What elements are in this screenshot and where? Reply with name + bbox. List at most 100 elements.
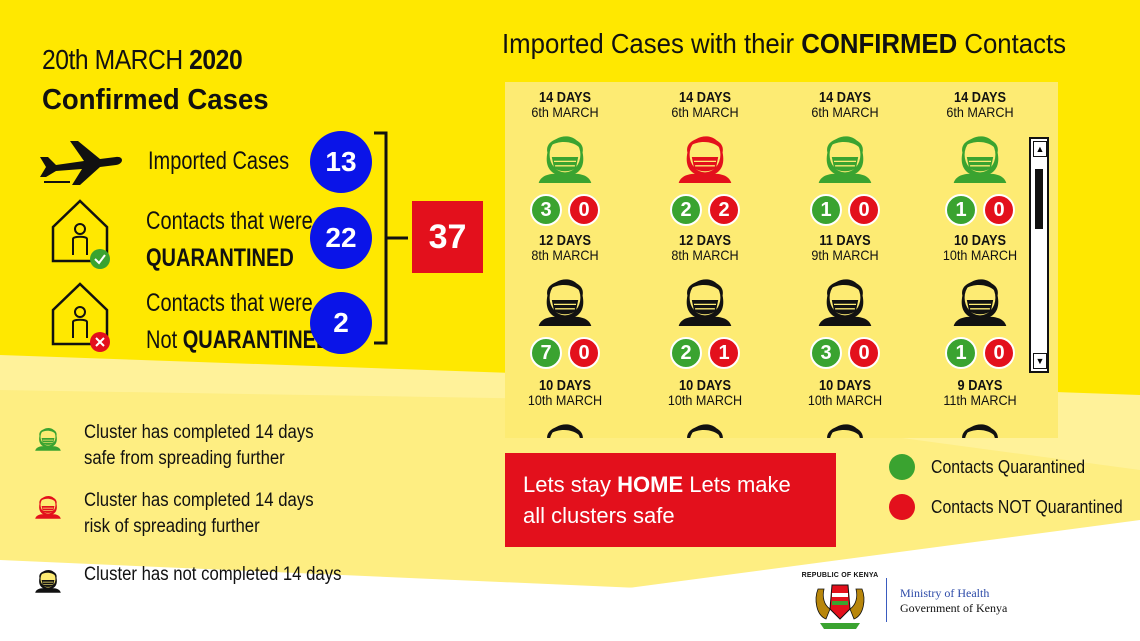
quarantined-line2-bold: QUARANTINED — [146, 244, 294, 272]
cluster-days: 9 DAYS — [957, 377, 1003, 394]
not-quarantined-contacts-count: 2 — [310, 292, 372, 354]
ministry-block: Ministry of Health Government of Kenya — [900, 586, 1007, 616]
republic-of-kenya-text: REPUBLIC OF KENYA — [801, 572, 879, 579]
red-face-icon — [32, 490, 66, 524]
imported-cases-text: Imported Cases — [148, 147, 290, 175]
scroll-down-arrow-icon[interactable]: ▼ — [1033, 353, 1047, 369]
cta-post: Lets make all clusters safe — [523, 472, 791, 528]
cluster-card: 11 DAYS 9th MARCH 3 0 — [785, 232, 905, 370]
cluster-card: 14 DAYS 6th MARCH 1 0 — [920, 90, 1040, 227]
black-face-mask-icon — [645, 412, 765, 438]
sum-bracket — [374, 131, 408, 345]
cluster-card: 14 DAYS 6th MARCH 2 2 — [645, 90, 765, 227]
cluster-date: 8th MARCH — [531, 247, 599, 263]
green-face-mask-icon — [505, 124, 625, 188]
green-face-icon — [32, 422, 66, 456]
black-face-mask-icon — [785, 267, 905, 331]
key-quarantined: Contacts Quarantined — [889, 454, 1106, 480]
quarantined-count: 7 — [530, 337, 562, 370]
cluster-date: 11th MARCH — [943, 392, 1017, 408]
red-face-mask-icon — [645, 124, 765, 188]
black-face-mask-icon — [645, 267, 765, 331]
legend-line1: Cluster has completed 14 days — [84, 490, 314, 511]
cluster-contact-counts: 1 0 — [920, 337, 1040, 370]
clusters-scrollbar[interactable]: ▲ ▼ — [1029, 137, 1049, 373]
cluster-card: 10 DAYS 10th MARCH 1 0 — [920, 232, 1040, 370]
coat-of-arms-icon — [815, 584, 865, 629]
not-quarantined-count: 1 — [708, 337, 740, 370]
clusters-title-post: Contacts — [957, 28, 1067, 59]
cluster-days: 10 DAYS — [954, 232, 1006, 249]
kenya-coat-of-arms: REPUBLIC OF KENYA — [800, 572, 880, 636]
not-quarantined-count: 0 — [568, 337, 600, 370]
cluster-card: 14 DAYS 6th MARCH 1 0 — [785, 90, 905, 227]
clusters-title-pre: Imported Cases with their — [502, 28, 802, 59]
cluster-card: 10 DAYS 10th MARCH — [505, 378, 625, 438]
quarantined-count: 3 — [810, 337, 842, 370]
legend-line1: Cluster has not completed 14 days — [84, 564, 342, 585]
cluster-date: 6th MARCH — [671, 104, 739, 120]
government-of-kenya-text: Government of Kenya — [900, 601, 1008, 615]
not-quarantined-count: 0 — [848, 337, 880, 370]
black-face-mask-icon — [505, 267, 625, 331]
cluster-contact-counts: 2 2 — [645, 194, 765, 227]
clusters-grid[interactable]: 14 DAYS 6th MARCH 3 0 14 DAYS 6th MARCH … — [505, 82, 1058, 438]
not-quarantined-contacts-label: Contacts that were Not QUARANTINED — [146, 285, 330, 359]
cluster-date: 10th MARCH — [942, 247, 1018, 263]
cluster-date: 10th MARCH — [527, 392, 603, 408]
ministry-of-health-text: Ministry of Health — [900, 586, 990, 600]
cluster-days: 11 DAYS — [819, 232, 871, 249]
cluster-card: 10 DAYS 10th MARCH — [645, 378, 765, 438]
cluster-days: 12 DAYS — [539, 232, 591, 249]
clusters-title-bold: CONFIRMED — [801, 28, 958, 59]
quarantined-contacts-count: 22 — [310, 207, 372, 269]
cluster-contact-counts: 1 0 — [920, 194, 1040, 227]
quarantined-count: 1 — [945, 337, 977, 370]
legend-item: Cluster has not completed 14 days — [32, 562, 377, 598]
quarantined-count: 2 — [670, 337, 702, 370]
green-face-mask-icon — [785, 124, 905, 188]
cluster-days: 14 DAYS — [539, 89, 591, 106]
quarantined-line1: Contacts that were — [146, 207, 313, 235]
cluster-contact-counts: 3 0 — [785, 337, 905, 370]
not-quarantined-count: 2 — [708, 194, 740, 227]
cluster-days: 10 DAYS — [819, 377, 871, 394]
not-quarantined-count: 0 — [983, 194, 1015, 227]
not-quarantined-line2-bold: QUARANTINED — [182, 326, 331, 354]
stay-home-banner: Lets stay HOME Lets make all clusters sa… — [505, 453, 836, 547]
date-year: 2020 — [189, 44, 243, 75]
imported-cases-count: 13 — [310, 131, 372, 193]
not-quarantined-line2-pre: Not — [146, 326, 183, 354]
quarantined-count: 2 — [670, 194, 702, 227]
cluster-contact-counts: 7 0 — [505, 337, 625, 370]
cluster-contact-counts: 1 0 — [785, 194, 905, 227]
date-heading: 20th MARCH 2020 — [42, 44, 243, 76]
date-prefix: 20th MARCH — [42, 44, 183, 75]
not-quarantined-count: 0 — [983, 337, 1015, 370]
not-quarantined-count: 0 — [848, 194, 880, 227]
cluster-date: 6th MARCH — [811, 104, 879, 120]
not-quarantined-count: 0 — [568, 194, 600, 227]
cluster-card: 12 DAYS 8th MARCH 7 0 — [505, 232, 625, 370]
cta-bold: HOME — [617, 472, 684, 497]
key-not-quarantined: Contacts NOT Quarantined — [889, 494, 1140, 520]
quarantined-count: 1 — [945, 194, 977, 227]
legend-item: Cluster has completed 14 days risk of sp… — [32, 488, 345, 540]
quarantined-count: 1 — [810, 194, 842, 227]
black-face-icon — [32, 564, 66, 598]
airplane-icon — [40, 141, 122, 185]
scroll-thumb[interactable] — [1035, 169, 1043, 229]
black-face-mask-icon — [920, 267, 1040, 331]
legend-item: Cluster has completed 14 days safe from … — [32, 420, 345, 472]
house-quarantined-icon — [51, 199, 110, 269]
total-cases-box: 37 — [412, 201, 483, 273]
cluster-days: 10 DAYS — [539, 377, 591, 394]
house-not-quarantined-icon — [51, 282, 110, 352]
black-face-mask-icon — [785, 412, 905, 438]
cluster-date: 10th MARCH — [667, 392, 743, 408]
cluster-date: 6th MARCH — [531, 104, 599, 120]
quarantined-count: 3 — [530, 194, 562, 227]
cluster-date: 8th MARCH — [671, 247, 739, 263]
cluster-date: 6th MARCH — [946, 104, 1014, 120]
scroll-up-arrow-icon[interactable]: ▲ — [1033, 141, 1047, 157]
